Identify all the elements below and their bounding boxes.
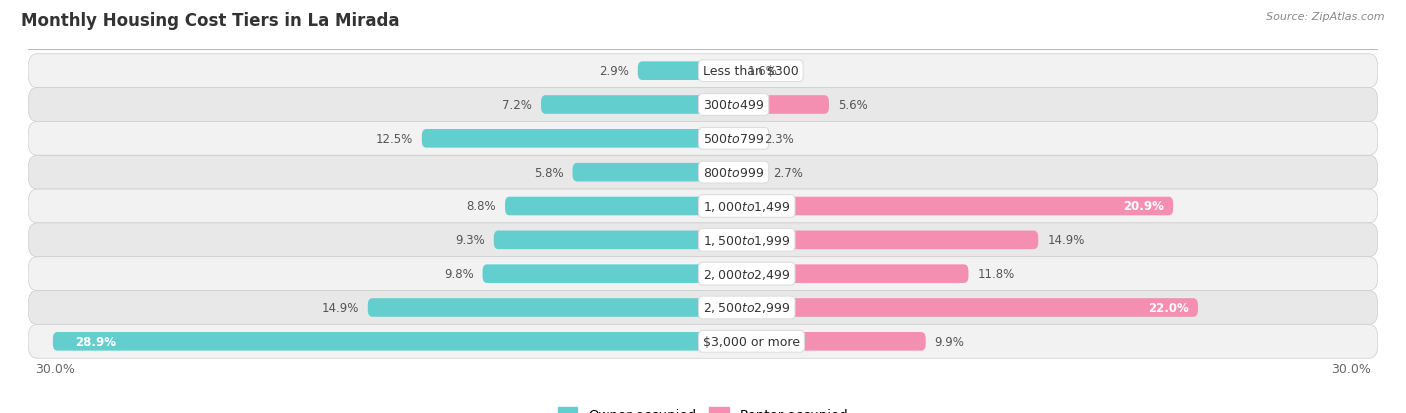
- Text: 9.9%: 9.9%: [935, 335, 965, 348]
- FancyBboxPatch shape: [28, 88, 1378, 122]
- FancyBboxPatch shape: [703, 231, 1038, 249]
- Text: $1,500 to $1,999: $1,500 to $1,999: [703, 233, 790, 247]
- Text: $300 to $499: $300 to $499: [703, 99, 765, 112]
- Text: Less than $300: Less than $300: [703, 65, 799, 78]
- FancyBboxPatch shape: [541, 96, 703, 114]
- FancyBboxPatch shape: [28, 156, 1378, 190]
- Text: 5.6%: 5.6%: [838, 99, 868, 112]
- Text: 9.3%: 9.3%: [456, 234, 485, 247]
- FancyBboxPatch shape: [505, 197, 703, 216]
- Text: $3,000 or more: $3,000 or more: [703, 335, 800, 348]
- FancyBboxPatch shape: [28, 122, 1378, 156]
- FancyBboxPatch shape: [28, 55, 1378, 88]
- FancyBboxPatch shape: [368, 299, 703, 317]
- FancyBboxPatch shape: [703, 164, 763, 182]
- Text: 8.8%: 8.8%: [467, 200, 496, 213]
- Text: 30.0%: 30.0%: [35, 363, 75, 375]
- FancyBboxPatch shape: [28, 291, 1378, 325]
- Text: 20.9%: 20.9%: [1123, 200, 1164, 213]
- FancyBboxPatch shape: [422, 130, 703, 148]
- FancyBboxPatch shape: [703, 130, 755, 148]
- FancyBboxPatch shape: [703, 299, 1198, 317]
- Text: 5.8%: 5.8%: [534, 166, 564, 179]
- Text: 1.6%: 1.6%: [748, 65, 778, 78]
- Text: 2.9%: 2.9%: [599, 65, 628, 78]
- FancyBboxPatch shape: [703, 96, 830, 114]
- FancyBboxPatch shape: [28, 257, 1378, 291]
- Text: $800 to $999: $800 to $999: [703, 166, 765, 179]
- FancyBboxPatch shape: [703, 197, 1173, 216]
- FancyBboxPatch shape: [53, 332, 703, 351]
- Text: 14.9%: 14.9%: [1047, 234, 1084, 247]
- Legend: Owner-occupied, Renter-occupied: Owner-occupied, Renter-occupied: [553, 402, 853, 413]
- Text: 7.2%: 7.2%: [502, 99, 531, 112]
- Text: $2,000 to $2,499: $2,000 to $2,499: [703, 267, 790, 281]
- FancyBboxPatch shape: [638, 62, 703, 81]
- FancyBboxPatch shape: [28, 190, 1378, 223]
- FancyBboxPatch shape: [703, 332, 925, 351]
- FancyBboxPatch shape: [482, 265, 703, 283]
- Text: 22.0%: 22.0%: [1149, 301, 1189, 314]
- Text: $1,000 to $1,499: $1,000 to $1,499: [703, 199, 790, 214]
- Text: $500 to $799: $500 to $799: [703, 133, 765, 145]
- Text: 2.3%: 2.3%: [763, 133, 793, 145]
- FancyBboxPatch shape: [703, 265, 969, 283]
- Text: Source: ZipAtlas.com: Source: ZipAtlas.com: [1267, 12, 1385, 22]
- Text: $2,500 to $2,999: $2,500 to $2,999: [703, 301, 790, 315]
- Text: 11.8%: 11.8%: [977, 268, 1015, 280]
- Text: 9.8%: 9.8%: [444, 268, 474, 280]
- Text: 14.9%: 14.9%: [322, 301, 359, 314]
- FancyBboxPatch shape: [703, 62, 740, 81]
- FancyBboxPatch shape: [28, 223, 1378, 257]
- Text: 2.7%: 2.7%: [773, 166, 803, 179]
- Text: Monthly Housing Cost Tiers in La Mirada: Monthly Housing Cost Tiers in La Mirada: [21, 12, 399, 30]
- Text: 28.9%: 28.9%: [76, 335, 117, 348]
- Text: 12.5%: 12.5%: [375, 133, 413, 145]
- Text: 30.0%: 30.0%: [1331, 363, 1371, 375]
- FancyBboxPatch shape: [572, 164, 703, 182]
- FancyBboxPatch shape: [494, 231, 703, 249]
- FancyBboxPatch shape: [28, 325, 1378, 358]
